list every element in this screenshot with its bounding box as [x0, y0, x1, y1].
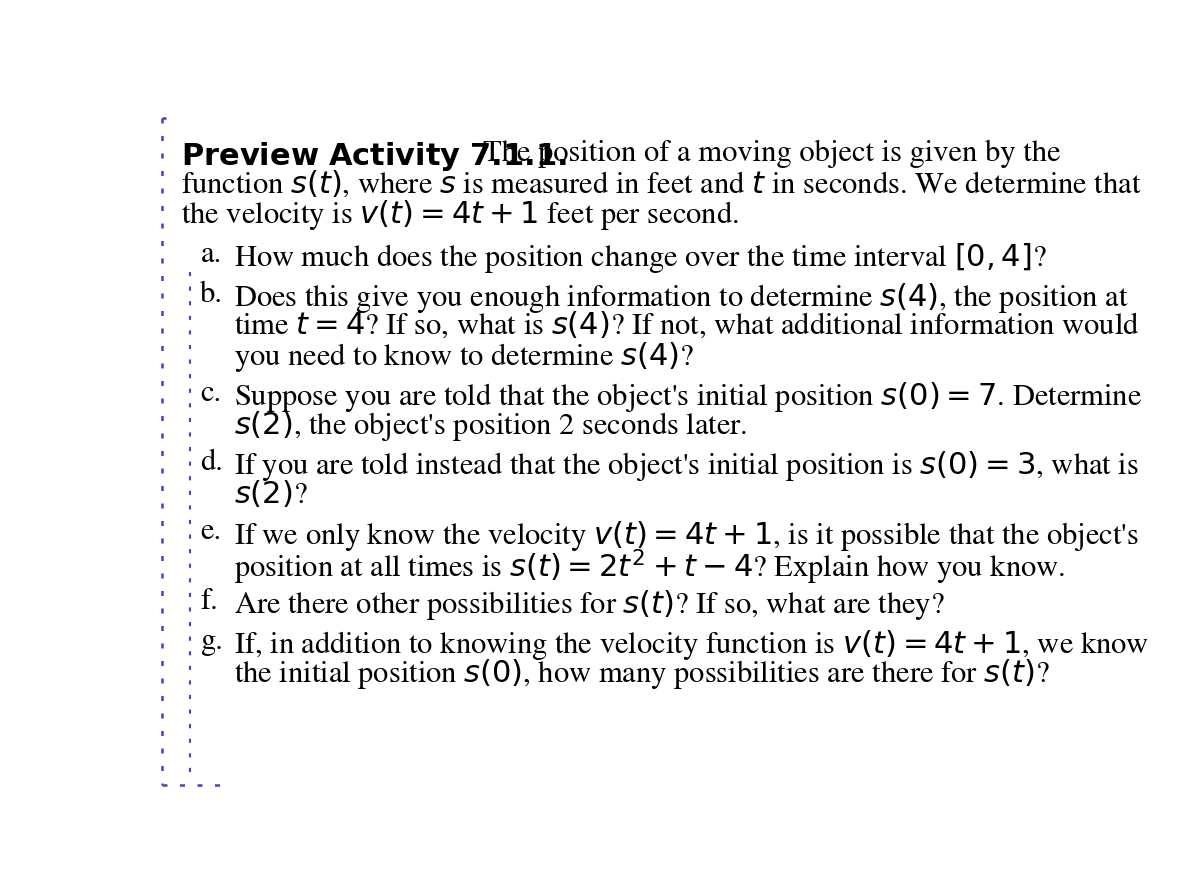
- Text: g.: g.: [200, 628, 223, 655]
- Text: d.: d.: [200, 449, 223, 477]
- Text: the initial position $s(0)$, how many possibilities are there for $s(t)$?: the initial position $s(0)$, how many po…: [234, 656, 1050, 690]
- Text: the velocity is $v(t) = 4t + 1$ feet per second.: the velocity is $v(t) = 4t + 1$ feet per…: [181, 198, 739, 232]
- Text: The position of a moving object is given by the: The position of a moving object is given…: [484, 139, 1061, 168]
- Text: f.: f.: [200, 587, 218, 615]
- Text: Are there other possibilities for $s(t)$? If so, what are they?: Are there other possibilities for $s(t)$…: [234, 587, 944, 621]
- Text: function $s(t)$, where $s$ is measured in feet and $t$ in seconds. We determine : function $s(t)$, where $s$ is measured i…: [181, 169, 1142, 199]
- Text: c.: c.: [200, 380, 222, 408]
- Text: a.: a.: [200, 241, 222, 269]
- Text: time $t = 4$? If so, what is $s(4)$? If not, what additional information would: time $t = 4$? If so, what is $s(4)$? If …: [234, 310, 1139, 341]
- Text: b.: b.: [200, 281, 223, 308]
- Text: e.: e.: [200, 518, 222, 545]
- Text: Does this give you enough information to determine $s(4)$, the position at: Does this give you enough information to…: [234, 281, 1128, 315]
- Text: $s(2)$?: $s(2)$?: [234, 478, 307, 509]
- Text: $s(2)$, the object's position 2 seconds later.: $s(2)$, the object's position 2 seconds …: [234, 409, 748, 443]
- Text: $\mathbf{Preview\ Activity\ 7.1.1.}$: $\mathbf{Preview\ Activity\ 7.1.1.}$: [181, 139, 566, 173]
- Text: position at all times is $s(t) = 2t^2 + t - 4$? Explain how you know.: position at all times is $s(t) = 2t^2 + …: [234, 547, 1064, 586]
- Text: If we only know the velocity $v(t) = 4t + 1$, is it possible that the object's: If we only know the velocity $v(t) = 4t …: [234, 518, 1139, 552]
- Text: If, in addition to knowing the velocity function is $v(t) = 4t + 1$, we know: If, in addition to knowing the velocity …: [234, 628, 1148, 662]
- Text: you need to know to determine $s(4)$?: you need to know to determine $s(4)$?: [234, 340, 694, 374]
- Text: If you are told instead that the object's initial position is $s(0) = 3$, what i: If you are told instead that the object'…: [234, 449, 1139, 483]
- Text: How much does the position change over the time interval $[0, 4]$?: How much does the position change over t…: [234, 241, 1046, 275]
- Text: Suppose you are told that the object's initial position $s(0) = 7$. Determine: Suppose you are told that the object's i…: [234, 380, 1142, 414]
